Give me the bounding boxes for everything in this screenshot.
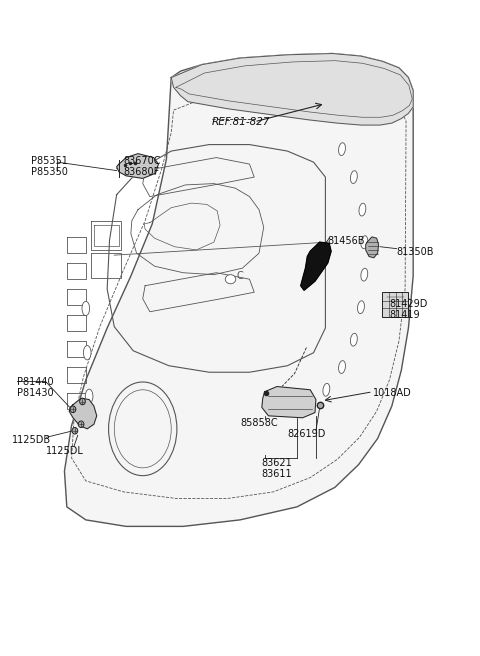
Ellipse shape [78, 421, 84, 428]
Text: 81350B: 81350B [396, 247, 434, 256]
Text: 81419: 81419 [389, 310, 420, 319]
Polygon shape [64, 54, 413, 526]
Ellipse shape [358, 301, 364, 314]
Text: 81429D: 81429D [389, 298, 428, 309]
Ellipse shape [350, 333, 357, 346]
Text: P85351: P85351 [31, 155, 68, 165]
Ellipse shape [303, 400, 310, 413]
Text: 1018AD: 1018AD [373, 388, 411, 398]
Text: 82619D: 82619D [288, 429, 326, 439]
Text: REF.81-827: REF.81-827 [212, 117, 270, 127]
Ellipse shape [361, 236, 368, 249]
Ellipse shape [80, 398, 85, 405]
Text: 1125DL: 1125DL [46, 446, 84, 457]
Polygon shape [366, 237, 379, 258]
Text: 1125DB: 1125DB [12, 436, 51, 445]
Ellipse shape [225, 275, 236, 284]
Ellipse shape [84, 346, 91, 360]
Text: 81456B: 81456B [328, 236, 365, 245]
Polygon shape [171, 54, 413, 125]
Bar [383, 292, 408, 317]
Ellipse shape [82, 301, 90, 316]
Ellipse shape [323, 383, 330, 396]
Ellipse shape [70, 406, 76, 413]
Text: P81440: P81440 [17, 377, 54, 387]
Text: P85350: P85350 [31, 167, 68, 176]
Text: 83611: 83611 [261, 469, 292, 479]
Text: P81430: P81430 [17, 388, 54, 398]
Ellipse shape [359, 203, 366, 216]
Ellipse shape [338, 361, 346, 373]
Ellipse shape [350, 171, 357, 184]
Ellipse shape [338, 143, 346, 155]
Polygon shape [69, 398, 96, 429]
Text: 83670C: 83670C [124, 155, 161, 165]
Ellipse shape [361, 268, 368, 281]
Polygon shape [117, 154, 158, 178]
Ellipse shape [72, 428, 78, 434]
Text: 83680F: 83680F [124, 167, 160, 176]
Polygon shape [301, 242, 331, 290]
Text: C: C [237, 271, 243, 281]
Ellipse shape [85, 389, 93, 403]
Polygon shape [262, 386, 316, 418]
Text: 85858C: 85858C [240, 418, 277, 428]
Text: 83621: 83621 [261, 458, 292, 468]
